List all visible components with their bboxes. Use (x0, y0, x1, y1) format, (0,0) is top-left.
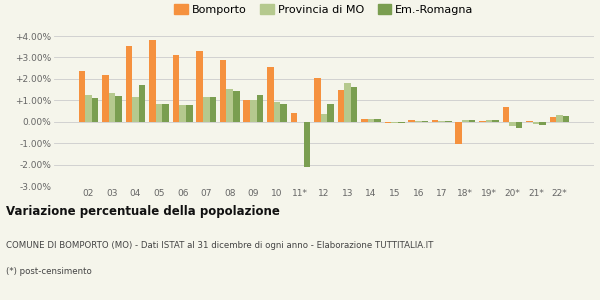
Bar (274, 102, 280, 122)
Bar (290, 113, 297, 122)
Bar (351, 87, 358, 122)
Legend: Bomporto, Provincia di MO, Em.-Romagna: Bomporto, Provincia di MO, Em.-Romagna (170, 0, 478, 19)
Bar (492, 120, 499, 122)
Bar (439, 121, 445, 122)
Bar (462, 120, 469, 122)
Bar (455, 122, 462, 144)
Bar (220, 60, 226, 122)
Bar (102, 75, 109, 122)
Bar (563, 116, 569, 122)
Bar (327, 103, 334, 122)
Bar (385, 122, 391, 123)
Bar (244, 100, 250, 122)
Bar (422, 121, 428, 122)
Bar (361, 118, 368, 122)
Bar (526, 121, 533, 122)
Bar (533, 122, 539, 124)
Bar (125, 46, 132, 122)
Bar (79, 71, 85, 122)
Bar (304, 122, 310, 167)
Bar (409, 120, 415, 122)
Bar (314, 78, 321, 122)
Bar (149, 40, 156, 122)
Bar (233, 91, 239, 122)
Bar (173, 55, 179, 122)
Bar (503, 107, 509, 122)
Bar (109, 93, 115, 122)
Bar (539, 122, 546, 125)
Bar (445, 121, 452, 122)
Bar (432, 120, 439, 122)
Bar (321, 114, 327, 122)
Bar (209, 97, 216, 122)
Bar (257, 95, 263, 122)
Bar (92, 98, 98, 122)
Bar (398, 122, 404, 123)
Bar (156, 103, 163, 122)
Bar (226, 88, 233, 122)
Bar (469, 120, 475, 122)
Bar (280, 103, 287, 122)
Bar (509, 122, 516, 126)
Bar (163, 103, 169, 122)
Bar (485, 120, 492, 122)
Text: Variazione percentuale della popolazione: Variazione percentuale della popolazione (6, 205, 280, 218)
Bar (415, 121, 422, 122)
Bar (338, 90, 344, 122)
Bar (516, 122, 523, 128)
Bar (374, 118, 381, 122)
Bar (368, 118, 374, 122)
Bar (139, 85, 145, 122)
Text: COMUNE DI BOMPORTO (MO) - Dati ISTAT al 31 dicembre di ogni anno - Elaborazione : COMUNE DI BOMPORTO (MO) - Dati ISTAT al … (6, 241, 433, 250)
Bar (179, 105, 186, 122)
Bar (85, 95, 92, 122)
Bar (391, 122, 398, 123)
Bar (186, 105, 193, 122)
Bar (344, 83, 351, 122)
Bar (556, 115, 563, 122)
Bar (267, 67, 274, 122)
Text: (*) post-censimento: (*) post-censimento (6, 268, 92, 277)
Bar (550, 117, 556, 122)
Bar (115, 96, 122, 122)
Bar (250, 100, 257, 122)
Bar (132, 97, 139, 122)
Bar (196, 51, 203, 122)
Bar (203, 97, 209, 122)
Bar (479, 121, 485, 122)
